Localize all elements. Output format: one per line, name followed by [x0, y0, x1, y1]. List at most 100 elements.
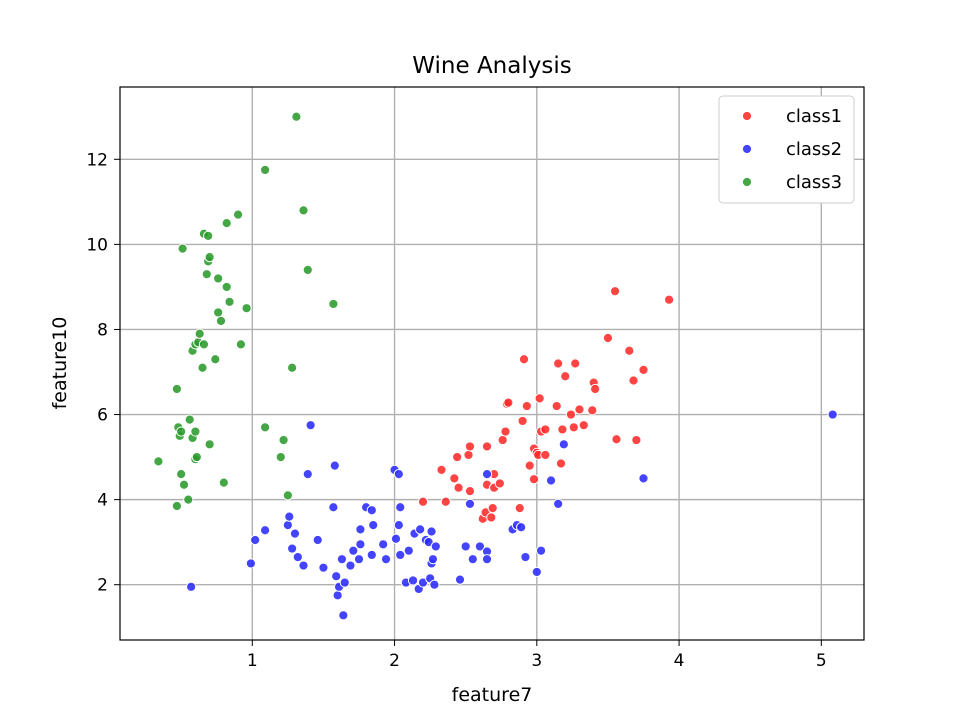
class2-point [245, 558, 256, 569]
class2-point [531, 566, 542, 578]
class1-point [518, 354, 530, 365]
class2-point [464, 498, 476, 509]
x-tick-label: 5 [816, 651, 827, 671]
class2-point [298, 560, 309, 571]
class1-point [555, 458, 567, 469]
class2-point [429, 579, 440, 590]
class2-point [638, 473, 649, 484]
class2-point [390, 533, 402, 544]
class2-point [380, 554, 392, 565]
class3-point [171, 383, 183, 395]
class3-point [176, 426, 187, 437]
class3-point [287, 362, 298, 373]
class1-point [574, 404, 585, 415]
class3-point [291, 111, 302, 122]
class3-point [197, 362, 208, 373]
class2-point [186, 581, 197, 592]
legend-label-class1: class1 [786, 106, 842, 127]
class1-point [453, 482, 464, 493]
class1-point [417, 496, 429, 507]
class2-point [329, 460, 340, 471]
class2-point [339, 577, 350, 588]
class1-point [590, 383, 601, 395]
class3-point [241, 303, 252, 314]
legend-label-class3: class3 [786, 172, 842, 193]
class3-point [221, 281, 232, 293]
class2-point [520, 551, 531, 563]
class2-point [427, 554, 439, 565]
class2-point [558, 439, 569, 450]
class2-point [331, 571, 342, 582]
class3-point [275, 451, 286, 463]
class2-point [403, 545, 414, 556]
y-tick-label: 2 [97, 576, 108, 596]
class1-point [664, 294, 675, 305]
grid-layer [120, 87, 864, 640]
class2-point [415, 524, 426, 535]
class2-point [289, 528, 301, 539]
class1-point [497, 434, 508, 446]
class1-point [517, 415, 528, 427]
class1-point [587, 405, 598, 416]
class2-point [454, 574, 466, 585]
class2-point [467, 554, 478, 565]
class1-point [611, 434, 622, 445]
class2-point [553, 498, 564, 509]
class2-point [328, 502, 339, 513]
class3-point [302, 264, 313, 276]
class3-point [213, 273, 224, 284]
y-tick-label: 8 [97, 320, 108, 340]
class3-point [204, 439, 215, 450]
class1-point [464, 441, 476, 452]
class3-point [190, 426, 201, 437]
y-tick-label: 10 [86, 235, 108, 255]
class2-point [292, 551, 303, 563]
class2-point [312, 534, 323, 546]
class1-point [560, 371, 571, 382]
legend-label-class2: class2 [786, 139, 842, 160]
class1-point [481, 441, 493, 452]
class2-point [302, 469, 313, 480]
class1-point [624, 345, 635, 356]
class1-point [553, 358, 564, 369]
points-layer [153, 111, 838, 621]
class3-point [210, 354, 221, 365]
y-tick-label: 12 [86, 150, 108, 170]
class1-point [464, 486, 476, 497]
class3-point [260, 422, 271, 433]
class2-point [516, 522, 527, 533]
x-tick-label: 1 [247, 651, 258, 671]
class2-point [393, 520, 404, 531]
class1-point [524, 460, 535, 471]
class1-point [449, 473, 460, 484]
class3-point [260, 164, 271, 176]
class2-point [460, 541, 471, 552]
class3-point [184, 414, 195, 425]
class3-point [194, 328, 205, 339]
class3-point [298, 205, 309, 216]
class2-point [338, 610, 349, 621]
x-tick-label: 3 [531, 651, 542, 671]
class3-point [328, 298, 339, 310]
class1-point [557, 424, 568, 435]
class3-point [213, 307, 224, 318]
class2-point [407, 575, 419, 586]
class2-point [284, 511, 295, 522]
class2-point [355, 539, 366, 550]
class2-point [535, 545, 547, 556]
class3-point [221, 218, 232, 229]
class2-point [318, 562, 329, 573]
class1-point [486, 512, 497, 523]
class3-point [177, 243, 188, 254]
class3-point [153, 456, 164, 467]
class3-point [171, 500, 183, 512]
axes-frame [119, 86, 865, 641]
class3-point [183, 494, 194, 505]
class1-point [440, 496, 451, 507]
class3-point [218, 477, 229, 488]
class2-point [368, 520, 379, 531]
class3-point [204, 252, 215, 263]
class2-point [395, 549, 406, 561]
legend: class1 class2 class3 [718, 95, 855, 204]
